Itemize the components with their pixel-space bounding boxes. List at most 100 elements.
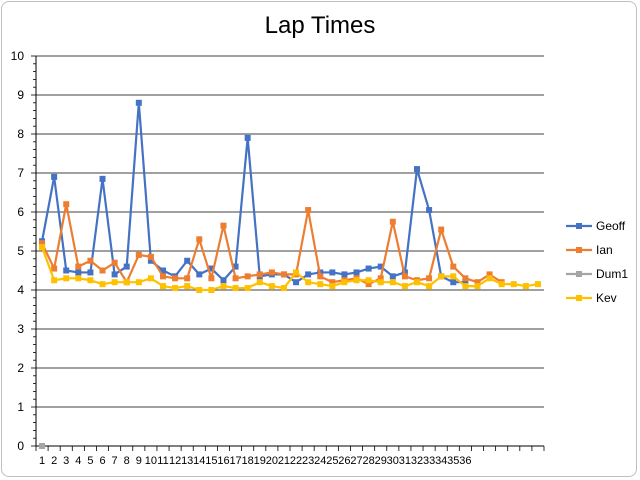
x-tick-label: 27 [350, 455, 362, 467]
x-tick-label: 16 [217, 455, 229, 467]
data-point [208, 275, 215, 282]
data-point [414, 279, 420, 286]
y-tick-label: 0 [17, 439, 24, 453]
data-point [75, 269, 82, 276]
legend-marker [576, 271, 582, 277]
data-point [293, 269, 300, 276]
data-point [220, 283, 227, 290]
data-point [462, 279, 469, 286]
legend-label: Kev [596, 291, 617, 305]
data-point [147, 275, 154, 282]
data-point [377, 263, 384, 270]
legend-marker [576, 223, 582, 229]
data-point [329, 269, 336, 276]
data-point [389, 279, 396, 286]
data-point [135, 99, 142, 106]
data-point [329, 279, 336, 286]
data-point [123, 263, 130, 270]
data-point [377, 279, 384, 286]
data-point [39, 240, 46, 247]
data-point [51, 265, 58, 272]
x-tick-label: 18 [242, 455, 254, 467]
y-tick-label: 1 [17, 400, 24, 414]
data-point [293, 279, 300, 286]
x-tick-label: 12 [169, 455, 181, 467]
data-point [123, 279, 130, 286]
data-point [172, 275, 179, 282]
data-point [522, 283, 529, 290]
data-point [305, 207, 312, 214]
data-point [111, 271, 118, 278]
x-tick-label: 21 [278, 455, 290, 467]
x-tick-label: 20 [266, 455, 278, 467]
data-point [268, 283, 275, 290]
data-point [220, 277, 227, 284]
data-point [486, 275, 493, 282]
legend-marker [576, 295, 582, 301]
legend-item: Kev [566, 291, 617, 305]
data-point [160, 267, 166, 274]
data-point [401, 273, 408, 280]
data-point [99, 175, 106, 182]
legend-item: Dum1 [566, 267, 628, 281]
x-tick-label: 31 [399, 455, 411, 467]
legend-label: Dum1 [596, 267, 628, 281]
data-point [341, 271, 348, 278]
x-tick-label: 33 [423, 455, 435, 467]
data-point [389, 218, 396, 225]
x-tick-label: 5 [87, 455, 93, 467]
data-point [498, 281, 505, 288]
legend-marker [576, 247, 582, 253]
data-point [51, 173, 58, 180]
data-point [450, 279, 457, 286]
data-point [534, 281, 541, 288]
x-tick-label: 19 [254, 455, 266, 467]
data-point [365, 265, 372, 272]
data-point [208, 287, 215, 293]
data-point [268, 269, 275, 276]
data-point [232, 285, 239, 292]
data-point [377, 275, 384, 282]
data-point [63, 201, 70, 208]
data-point [474, 283, 481, 290]
data-point [438, 226, 445, 233]
data-point [160, 283, 166, 290]
data-point [172, 285, 179, 292]
data-point [160, 273, 166, 280]
x-tick-label: 13 [181, 455, 193, 467]
data-point [196, 287, 203, 293]
data-point [317, 281, 324, 288]
data-point [208, 265, 215, 272]
data-point [329, 283, 336, 290]
data-point [147, 257, 154, 264]
data-point [305, 279, 312, 286]
x-tick-label: 7 [112, 455, 118, 467]
data-point [438, 273, 445, 280]
y-tick-label: 5 [17, 244, 24, 258]
data-point [317, 273, 324, 280]
data-point [280, 285, 287, 292]
data-point [280, 271, 287, 278]
legend-item: Ian [566, 243, 613, 257]
x-tick-label: 35 [447, 455, 459, 467]
y-tick-label: 4 [17, 283, 24, 297]
data-point [63, 275, 70, 282]
data-point [184, 275, 191, 282]
y-tick-label: 9 [17, 88, 24, 102]
data-point [426, 275, 433, 282]
data-point [426, 283, 433, 290]
data-point [63, 267, 70, 274]
x-tick-label: 14 [193, 455, 205, 467]
gridlines [36, 55, 544, 408]
data-point [99, 267, 106, 274]
legend-item: Geoff [566, 219, 626, 233]
data-point [510, 281, 517, 288]
y-tick-label: 3 [17, 322, 24, 336]
chart-title: Lap Times [264, 12, 376, 39]
series-line [40, 101, 466, 284]
data-point [111, 279, 118, 286]
data-point [51, 277, 58, 284]
data-point [75, 263, 82, 270]
